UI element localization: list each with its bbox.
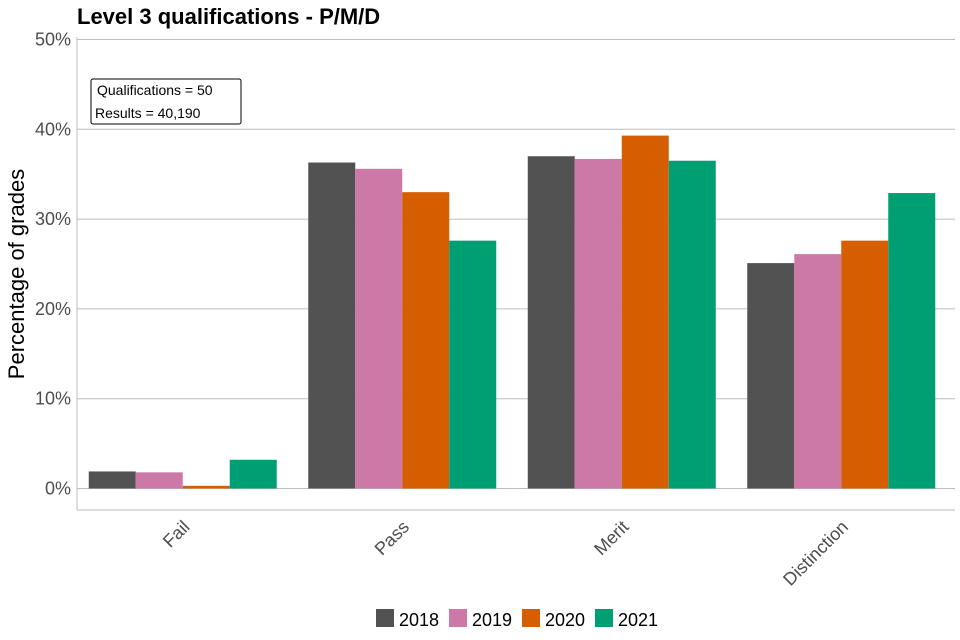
bar-pass-2018: [308, 162, 356, 489]
y-axis-label: Percentage of grades: [4, 169, 29, 379]
bar-pass-2020: [402, 192, 450, 489]
y-tick-label: 0%: [45, 479, 71, 499]
bar-distinction-2019: [794, 254, 842, 489]
annotation-box: [90, 78, 242, 125]
bar-merit-2020: [621, 135, 669, 489]
legend: 2018 2019 2020 2021: [376, 609, 658, 630]
bar-distinction-2020: [841, 240, 889, 489]
bars: [88, 135, 936, 489]
bar-fail-2018: [88, 471, 136, 489]
y-tick-label: 30%: [35, 209, 71, 229]
y-axis-ticks: 0% 10% 20% 30% 40% 50%: [35, 30, 71, 499]
x-tick-label: Pass: [371, 517, 413, 559]
bar-pass-2021: [449, 240, 497, 489]
legend-label: 2019: [472, 610, 512, 630]
bar-merit-2021: [668, 160, 716, 489]
y-tick-label: 10%: [35, 389, 71, 409]
bar-fail-2019: [135, 472, 183, 489]
summary-annotation: Qualifications = 50 Results = 40,190: [90, 78, 242, 125]
x-tick-label: Merit: [590, 517, 632, 559]
bar-pass-2019: [355, 168, 403, 489]
x-tick-label: Distinction: [779, 517, 852, 590]
bar-distinction-2021: [888, 193, 936, 489]
legend-swatch: [376, 609, 394, 627]
legend-swatch: [522, 609, 540, 627]
y-tick-label: 20%: [35, 299, 71, 319]
y-tick-label: 40%: [35, 119, 71, 139]
legend-swatch: [449, 609, 467, 627]
x-tick-label: Fail: [159, 517, 194, 552]
bar-distinction-2018: [747, 263, 795, 489]
bar-fail-2021: [229, 459, 277, 489]
bar-merit-2018: [527, 156, 575, 489]
annotation-line-qualifications: Qualifications = 50: [97, 82, 213, 98]
chart-title: Level 3 qualifications - P/M/D: [77, 4, 380, 29]
legend-label: 2021: [618, 610, 658, 630]
legend-swatch: [595, 609, 613, 627]
legend-label: 2018: [399, 610, 439, 630]
legend-label: 2020: [545, 610, 585, 630]
bar-merit-2019: [574, 158, 622, 489]
x-axis-ticks: Fail Pass Merit Distinction: [159, 517, 852, 590]
bar-fail-2020: [182, 485, 230, 489]
y-tick-label: 50%: [35, 30, 71, 50]
annotation-line-results: Results = 40,190: [95, 105, 201, 121]
